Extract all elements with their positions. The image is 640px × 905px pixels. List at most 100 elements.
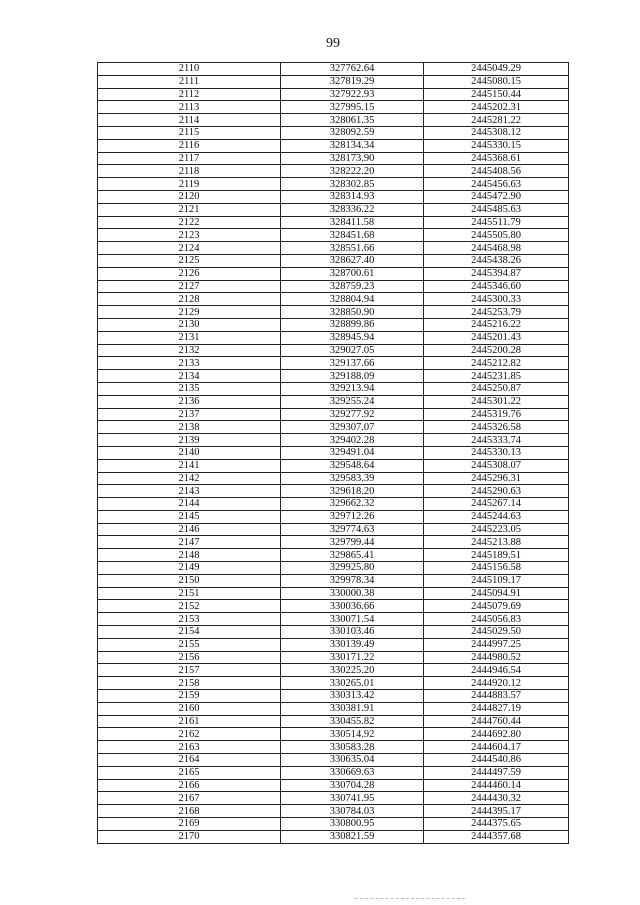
table-row: 2110 327762.64 2445049.29 <box>97 62 569 76</box>
point-number-cell: 2123 <box>97 228 281 243</box>
x-coordinate-cell: 330583.28 <box>280 740 424 755</box>
point-number-cell: 2133 <box>97 356 281 371</box>
coordinates-table: 2110 327762.64 2445049.29 2111 327819.29 2445… <box>97 62 569 844</box>
point-number-cell: 2160 <box>97 701 281 716</box>
y-coordinate-cell: 2445472.90 <box>423 189 569 204</box>
point-number-cell: 2121 <box>97 202 281 217</box>
x-coordinate-cell: 329712.26 <box>280 509 424 524</box>
point-number-cell: 2134 <box>97 369 281 383</box>
x-coordinate-cell: 330669.63 <box>280 765 424 780</box>
x-coordinate-cell: 330171.22 <box>280 650 424 665</box>
x-coordinate-cell: 329865.41 <box>280 548 424 563</box>
table-row: 2168 330784.03 2444395.17 <box>97 804 569 819</box>
point-number-cell: 2122 <box>97 215 281 230</box>
x-coordinate-cell: 330000.38 <box>280 586 424 601</box>
y-coordinate-cell: 2445212.82 <box>423 356 569 371</box>
table-row: 2113 327995.15 2445202.31 <box>97 100 569 115</box>
table-row: 2122 328411.58 2445511.79 <box>97 215 569 230</box>
table-row: 2151 330000.38 2445094.91 <box>97 586 569 601</box>
point-number-cell: 2153 <box>97 612 281 627</box>
y-coordinate-cell: 2445200.28 <box>423 343 569 358</box>
table-row: 2162 330514.92 2444692.80 <box>97 727 569 742</box>
x-coordinate-cell: 329925.80 <box>280 561 424 575</box>
point-number-cell: 2162 <box>97 727 281 742</box>
x-coordinate-cell: 328759.23 <box>280 279 424 294</box>
point-number-cell: 2128 <box>97 292 281 307</box>
x-coordinate-cell: 330225.20 <box>280 663 424 678</box>
table-row: 2145 329712.26 2445244.63 <box>97 509 569 524</box>
point-number-cell: 2161 <box>97 714 281 729</box>
footer-divider <box>355 898 465 899</box>
table-row: 2160 330381.91 2444827.19 <box>97 701 569 716</box>
point-number-cell: 2112 <box>97 87 281 102</box>
point-number-cell: 2151 <box>97 586 281 601</box>
y-coordinate-cell: 2445333.74 <box>423 433 569 447</box>
x-coordinate-cell: 330455.82 <box>280 714 424 729</box>
x-coordinate-cell: 328173.90 <box>280 151 424 166</box>
y-coordinate-cell: 2445267.14 <box>423 497 569 511</box>
table-row: 2129 328850.90 2445253.79 <box>97 305 569 319</box>
y-coordinate-cell: 2445330.15 <box>423 138 569 153</box>
table-row: 2146 329774.63 2445223.05 <box>97 522 569 537</box>
y-coordinate-cell: 2445094.91 <box>423 586 569 601</box>
x-coordinate-cell: 329583.39 <box>280 471 424 486</box>
table-row: 2135 329213.94 2445250.87 <box>97 381 569 396</box>
table-row: 2170 330821.59 2444357.68 <box>97 829 569 844</box>
x-coordinate-cell: 328411.58 <box>280 215 424 230</box>
x-coordinate-cell: 330139.49 <box>280 637 424 652</box>
table-row: 2147 329799.44 2445213.88 <box>97 535 569 550</box>
y-coordinate-cell: 2444980.52 <box>423 650 569 665</box>
table-row: 2157 330225.20 2444946.54 <box>97 663 569 678</box>
table-row: 2115 328092.59 2445308.12 <box>97 125 569 140</box>
y-coordinate-cell: 2445319.76 <box>423 407 569 422</box>
x-coordinate-cell: 330800.95 <box>280 817 424 831</box>
x-coordinate-cell: 330741.95 <box>280 791 424 806</box>
x-coordinate-cell: 328314.93 <box>280 189 424 204</box>
y-coordinate-cell: 2445253.79 <box>423 305 569 319</box>
x-coordinate-cell: 329213.94 <box>280 381 424 396</box>
y-coordinate-cell: 2444920.12 <box>423 676 569 691</box>
x-coordinate-cell: 330704.28 <box>280 778 424 793</box>
table-row: 2124 328551.66 2445468.98 <box>97 241 569 255</box>
point-number-cell: 2119 <box>97 177 281 191</box>
x-coordinate-cell: 328336.22 <box>280 202 424 217</box>
point-number-cell: 2110 <box>97 62 281 76</box>
x-coordinate-cell: 329618.20 <box>280 484 424 499</box>
y-coordinate-cell: 2445300.33 <box>423 292 569 307</box>
point-number-cell: 2138 <box>97 420 281 435</box>
page-number: 99 <box>326 36 340 51</box>
y-coordinate-cell: 2444827.19 <box>423 701 569 716</box>
point-number-cell: 2116 <box>97 138 281 153</box>
point-number-cell: 2130 <box>97 317 281 332</box>
y-coordinate-cell: 2445438.26 <box>423 253 569 268</box>
point-number-cell: 2129 <box>97 305 281 319</box>
x-coordinate-cell: 329402.28 <box>280 433 424 447</box>
y-coordinate-cell: 2445080.15 <box>423 74 569 89</box>
y-coordinate-cell: 2445250.87 <box>423 381 569 396</box>
y-coordinate-cell: 2444883.57 <box>423 689 569 703</box>
point-number-cell: 2125 <box>97 253 281 268</box>
table-row: 2169 330800.95 2444375.65 <box>97 817 569 831</box>
table-row: 2166 330704.28 2444460.14 <box>97 778 569 793</box>
point-number-cell: 2118 <box>97 164 281 179</box>
table-row: 2156 330171.22 2444980.52 <box>97 650 569 665</box>
point-number-cell: 2156 <box>97 650 281 665</box>
y-coordinate-cell: 2445109.17 <box>423 573 569 588</box>
y-coordinate-cell: 2444946.54 <box>423 663 569 678</box>
y-coordinate-cell: 2444357.68 <box>423 829 569 844</box>
x-coordinate-cell: 330821.59 <box>280 829 424 844</box>
y-coordinate-cell: 2445150.44 <box>423 87 569 102</box>
table-row: 2111 327819.29 2445080.15 <box>97 74 569 89</box>
y-coordinate-cell: 2444375.65 <box>423 817 569 831</box>
point-number-cell: 2126 <box>97 266 281 281</box>
table-row: 2158 330265.01 2444920.12 <box>97 676 569 691</box>
point-number-cell: 2147 <box>97 535 281 550</box>
table-row: 2125 328627.40 2445438.26 <box>97 253 569 268</box>
y-coordinate-cell: 2445301.22 <box>423 394 569 409</box>
y-coordinate-cell: 2444497.59 <box>423 765 569 780</box>
y-coordinate-cell: 2444692.80 <box>423 727 569 742</box>
y-coordinate-cell: 2445326.58 <box>423 420 569 435</box>
x-coordinate-cell: 329307.07 <box>280 420 424 435</box>
y-coordinate-cell: 2445156.58 <box>423 561 569 575</box>
point-number-cell: 2167 <box>97 791 281 806</box>
